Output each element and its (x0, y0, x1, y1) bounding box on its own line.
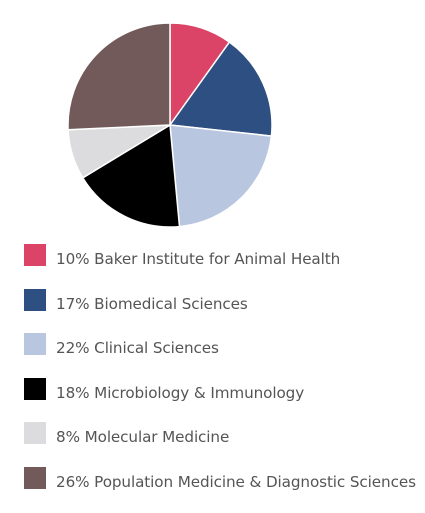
legend-item-2: 22% Clinical Sciences (24, 327, 419, 372)
legend-swatch (24, 466, 46, 489)
legend-swatch (24, 244, 46, 266)
pie-slice-5 (67, 22, 171, 131)
legend-item-3: 18% Microbiology & Immunology (24, 372, 419, 417)
legend-label: 10% Baker Institute for Animal Health (56, 250, 341, 268)
legend-label: 18% Microbiology & Immunology (56, 383, 305, 402)
legend-label: 22% Clinical Sciences (56, 339, 219, 358)
legend-swatch (24, 288, 46, 311)
pie-slice-2 (169, 124, 273, 228)
legend-item-5: 26% Population Medicine & Diagnostic Sci… (24, 461, 419, 506)
legend-label: 8% Molecular Medicine (56, 428, 230, 447)
legend-swatch (24, 377, 46, 400)
pie-slice-3 (81, 124, 181, 228)
legend: 10% Baker Institute for Animal Health 17%… (24, 238, 419, 506)
legend-swatch (24, 333, 46, 356)
pie-slice-1 (169, 41, 273, 137)
legend-label: 26% Population Medicine & Diagnostic Sci… (56, 472, 416, 491)
legend-label: 17% Biomedical Sciences (56, 294, 248, 313)
legend-item-0: 10% Baker Institute for Animal Health (24, 238, 419, 283)
legend-item-4: 8% Molecular Medicine (24, 416, 419, 461)
pie-chart (67, 22, 273, 228)
legend-swatch (24, 422, 46, 445)
legend-item-1: 17% Biomedical Sciences (24, 283, 419, 328)
